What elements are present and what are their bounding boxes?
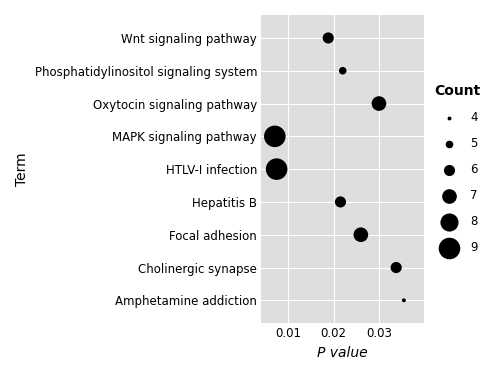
Point — [272, 166, 280, 172]
Point — [338, 68, 346, 74]
Point — [271, 134, 279, 140]
Point — [392, 264, 400, 270]
Point — [357, 232, 365, 238]
Point — [324, 35, 332, 41]
Legend: 4, 5, 6, 7, 8, 9: 4, 5, 6, 7, 8, 9 — [432, 82, 483, 256]
Y-axis label: Term: Term — [15, 152, 29, 186]
Point — [336, 199, 344, 205]
X-axis label: P value: P value — [318, 346, 368, 360]
Point — [375, 100, 383, 106]
Point — [400, 297, 408, 303]
